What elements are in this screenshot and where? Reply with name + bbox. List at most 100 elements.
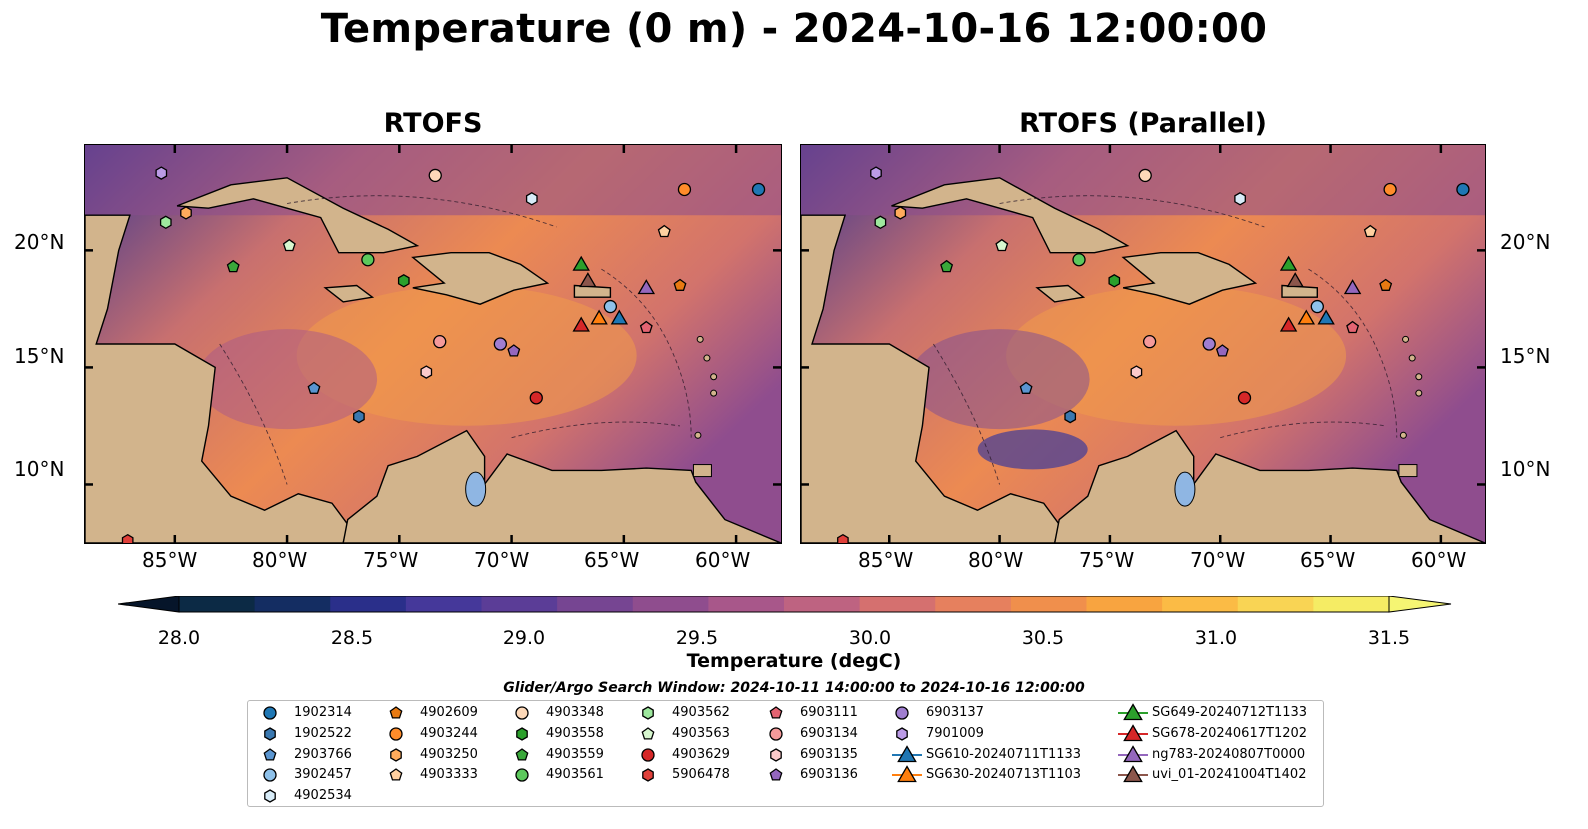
panel-title-rtofs: RTOFS xyxy=(383,108,483,139)
marker-1902314 xyxy=(751,182,766,197)
legend-item: 4903558 xyxy=(512,724,604,745)
pentagon-marker-icon xyxy=(638,724,668,744)
legend-item-label: 3902457 xyxy=(294,767,352,783)
colorbar-extend-high xyxy=(1388,595,1452,613)
lon-label-left-75: 75°W xyxy=(363,548,419,572)
legend-item: 2903766 xyxy=(260,745,352,766)
marker-7901009 xyxy=(870,166,882,180)
legend-item-label: 4903562 xyxy=(672,705,730,720)
marker-SG678-20240617T1202 xyxy=(572,316,590,332)
legend-item: SG649-20240712T1133 xyxy=(1118,703,1307,724)
marker-4903558 xyxy=(397,274,410,288)
legend-item-label: 4902534 xyxy=(294,788,352,804)
marker-4903561 xyxy=(361,253,375,267)
marker-SG630-20240713T1103 xyxy=(1297,309,1316,325)
legend-item: ng783-20240807T0000 xyxy=(1118,744,1306,766)
legend-item-label: uvi_01-20241004T1402 xyxy=(1152,767,1307,783)
colorbar-extend-low xyxy=(117,595,180,613)
legend-item-label: 6903135 xyxy=(800,746,858,762)
legend-item-label: 4903563 xyxy=(672,725,730,741)
lon-label-left-60: 60°W xyxy=(695,548,751,572)
legend-item-label: ng783-20240807T0000 xyxy=(1152,746,1306,762)
triangle-marker-icon xyxy=(1118,765,1148,785)
circle-marker-icon xyxy=(638,745,668,765)
lon-label-right-80: 80°W xyxy=(968,548,1024,572)
legend-item: uvi_01-20241004T1402 xyxy=(1118,765,1306,786)
hexagon-marker-icon xyxy=(766,745,796,765)
circle-marker-icon xyxy=(512,765,542,785)
colorbar-bin xyxy=(1313,596,1390,612)
map-rtofs-parallel xyxy=(800,144,1486,544)
colorbar-bin xyxy=(405,596,482,612)
marker-SG678-20240617T1202 xyxy=(1279,316,1298,332)
legend-item: 6903135 xyxy=(766,745,858,766)
marker-uvi_01-20241004T1402 xyxy=(1286,272,1304,288)
triangle-marker-icon xyxy=(1118,703,1148,723)
marker-6903134 xyxy=(433,335,447,349)
colorbar-tick: 30.0 xyxy=(848,627,892,649)
marker-5906478 xyxy=(121,533,134,543)
legend-item: 4902609 xyxy=(386,703,478,724)
marker-1902522 xyxy=(1064,409,1077,424)
lat-label-right-10: 10°N xyxy=(1500,457,1551,481)
legend-item: 4903348 xyxy=(512,703,604,724)
marker-4903629 xyxy=(529,391,543,405)
legend-item-label: 6903137 xyxy=(926,705,984,720)
legend-item-label: 6903111 xyxy=(800,705,858,720)
colorbar-bin xyxy=(254,596,331,612)
marker-6903111 xyxy=(1346,320,1360,334)
legend-item: 4903563 xyxy=(638,724,730,745)
lon-label-right-75: 75°W xyxy=(1079,548,1135,572)
colorbar-label: Temperature (degC) xyxy=(686,650,902,672)
legend-item: 7901009 xyxy=(892,724,984,745)
colorbar-tick: 28.0 xyxy=(157,627,201,649)
marker-1902522 xyxy=(353,409,365,424)
circle-marker-icon xyxy=(260,765,290,785)
panel-title-rtofs-parallel: RTOFS (Parallel) xyxy=(1019,108,1267,139)
marker-4903250 xyxy=(180,206,192,220)
figure-title: Temperature (0 m) - 2024-10-16 12:00:00 xyxy=(320,6,1268,52)
colorbar-tick: 29.5 xyxy=(675,627,719,649)
lat-label-left-15: 15°N xyxy=(14,344,65,368)
legend-item: 4903250 xyxy=(386,745,478,766)
lat-label-left-10: 10°N xyxy=(14,457,65,481)
marker-2903766 xyxy=(1019,381,1033,394)
legend-item-label: 4903561 xyxy=(546,767,604,783)
marker-SG649-20240712T1133 xyxy=(572,255,590,271)
marker-4903562 xyxy=(159,215,172,230)
lat-label-right-20: 20°N xyxy=(1500,230,1551,254)
legend-item: 4903561 xyxy=(512,765,604,786)
triangle-marker-icon xyxy=(892,744,922,765)
colorbar-bin xyxy=(179,596,256,612)
legend-item-label: SG678-20240617T1202 xyxy=(1152,725,1308,741)
colorbar-bin xyxy=(557,596,634,612)
circle-marker-icon xyxy=(892,703,922,723)
triangle-marker-icon xyxy=(1118,744,1148,765)
marker-4902609 xyxy=(673,278,687,291)
triangle-marker-icon xyxy=(892,765,922,785)
pentagon-marker-icon xyxy=(766,765,796,785)
marker-4903348 xyxy=(428,168,442,183)
legend-item: 1902522 xyxy=(260,724,352,745)
lon-label-right-85: 85°W xyxy=(858,548,914,572)
colorbar-tick: 30.5 xyxy=(1021,627,1065,649)
colorbar xyxy=(117,595,1476,626)
marker-4902534 xyxy=(1234,192,1246,206)
legend-item-label: 4903244 xyxy=(420,725,478,741)
legend-item: 6903136 xyxy=(766,765,858,786)
colorbar-bin xyxy=(1010,596,1087,612)
legend-title: Glider/Argo Search Window: 2024-10-11 14… xyxy=(503,680,1085,696)
marker-4903333 xyxy=(1363,224,1377,238)
legend-item: 4903559 xyxy=(512,745,604,766)
marker-ng783-20240807T0000 xyxy=(1343,279,1362,295)
marker-SG630-20240713T1103 xyxy=(590,309,608,325)
legend-item: 1902314 xyxy=(260,703,352,724)
legend-item: 6903111 xyxy=(766,703,858,724)
legend-item-label: 5906478 xyxy=(672,767,730,783)
legend-item: 6903134 xyxy=(766,724,858,745)
marker-6903111 xyxy=(639,320,653,334)
marker-6903136 xyxy=(507,344,521,357)
colorbar-bin xyxy=(784,596,861,612)
pentagon-marker-icon xyxy=(512,745,542,765)
legend-item-label: 6903134 xyxy=(800,725,858,741)
